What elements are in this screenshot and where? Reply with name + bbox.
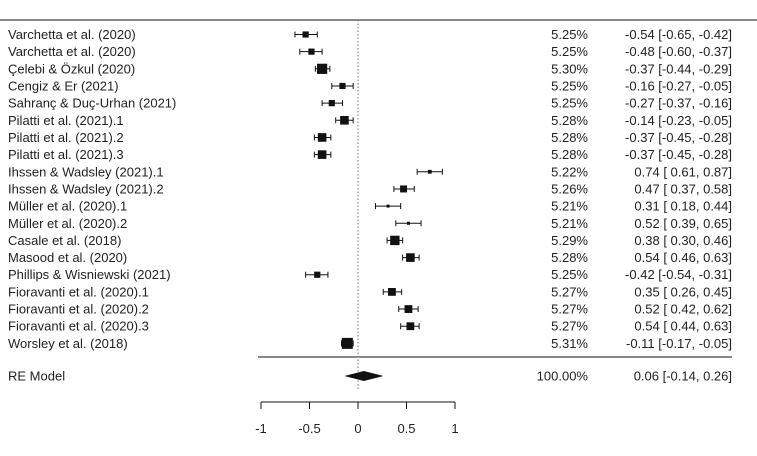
study-weight: 5.31% xyxy=(551,336,588,351)
study-label: Fioravanti et al. (2020).2 xyxy=(8,302,149,317)
point-estimate-square xyxy=(328,100,335,107)
x-tick-label: -1 xyxy=(255,421,267,436)
study-weight: 5.25% xyxy=(551,96,588,111)
study-weight: 5.25% xyxy=(551,78,588,93)
point-estimate-square xyxy=(308,48,315,55)
study-estimate-ci: 0.47 [ 0.37, 0.58] xyxy=(634,181,732,196)
study-label: Cengiz & Er (2021) xyxy=(8,78,119,93)
point-estimate-square xyxy=(427,169,432,174)
study-weight: 5.25% xyxy=(551,44,588,59)
point-estimate-square xyxy=(317,150,327,159)
study-estimate-ci: 0.52 [ 0.39, 0.65] xyxy=(634,216,732,231)
summary-weight: 100.00% xyxy=(537,369,589,384)
study-weight: 5.27% xyxy=(551,302,588,317)
study-label: Ihssen & Wadsley (2021).1 xyxy=(8,164,164,179)
study-label: Fioravanti et al. (2020).1 xyxy=(8,284,149,299)
study-estimate-ci: 0.54 [ 0.44, 0.63] xyxy=(634,319,732,334)
summary-label: RE Model xyxy=(8,369,65,384)
point-estimate-square xyxy=(388,288,396,296)
point-estimate-square xyxy=(340,116,349,125)
study-estimate-ci: -0.37 [-0.44, -0.29] xyxy=(625,61,732,76)
point-estimate-square xyxy=(317,63,328,74)
study-weight: 5.26% xyxy=(551,181,588,196)
study-estimate-ci: -0.48 [-0.60, -0.37] xyxy=(625,44,732,59)
study-estimate-ci: 0.74 [ 0.61, 0.87] xyxy=(634,164,732,179)
study-weight: 5.21% xyxy=(551,199,588,214)
study-estimate-ci: 0.31 [ 0.18, 0.44] xyxy=(634,199,732,214)
study-estimate-ci: -0.42 [-0.54, -0.31] xyxy=(625,267,732,282)
point-estimate-square xyxy=(386,204,390,208)
study-estimate-ci: -0.14 [-0.23, -0.05] xyxy=(625,113,732,128)
study-estimate-ci: -0.37 [-0.45, -0.28] xyxy=(625,130,732,145)
study-label: Fioravanti et al. (2020).3 xyxy=(8,319,149,334)
study-label: Worsley et al. (2018) xyxy=(8,336,128,351)
study-label: Casale et al. (2018) xyxy=(8,233,121,248)
study-estimate-ci: 0.38 [ 0.30, 0.46] xyxy=(634,233,732,248)
study-weight: 5.28% xyxy=(551,147,588,162)
x-tick-label: 0 xyxy=(354,421,361,436)
point-estimate-square xyxy=(404,305,413,313)
study-label: Sahranç & Duç-Urhan (2021) xyxy=(8,96,176,111)
summary-diamond xyxy=(344,371,384,381)
study-weight: 5.22% xyxy=(551,164,588,179)
study-label: Varchetta et al. (2020) xyxy=(8,44,136,59)
study-label: Pilatti et al. (2021).3 xyxy=(8,147,124,162)
study-label: Ihssen & Wadsley (2021).2 xyxy=(8,181,164,196)
study-label: Çelebi & Özkul (2020) xyxy=(8,61,135,76)
study-weight: 5.25% xyxy=(551,267,588,282)
study-label: Varchetta et al. (2020) xyxy=(8,27,136,42)
point-estimate-square xyxy=(317,133,327,142)
x-tick-label: 0.5 xyxy=(397,421,415,436)
study-estimate-ci: -0.37 [-0.45, -0.28] xyxy=(625,147,732,162)
study-weight: 5.21% xyxy=(551,216,588,231)
study-estimate-ci: 0.54 [ 0.46, 0.63] xyxy=(634,250,732,265)
study-estimate-ci: -0.27 [-0.37, -0.16] xyxy=(625,96,732,111)
study-weight: 5.29% xyxy=(551,233,588,248)
point-estimate-square xyxy=(314,271,321,278)
study-weight: 5.27% xyxy=(551,319,588,334)
study-weight: 5.27% xyxy=(551,284,588,299)
point-estimate-square xyxy=(390,235,400,246)
point-estimate-square xyxy=(406,221,410,225)
study-estimate-ci: -0.54 [-0.65, -0.42] xyxy=(625,27,732,42)
study-weight: 5.25% xyxy=(551,27,588,42)
x-tick-label: 1 xyxy=(451,421,458,436)
study-estimate-ci: -0.16 [-0.27, -0.05] xyxy=(625,78,732,93)
point-estimate-square xyxy=(339,82,346,90)
study-estimate-ci: 0.35 [ 0.26, 0.45] xyxy=(634,284,732,299)
study-weight: 5.30% xyxy=(551,61,588,76)
study-label: Pilatti et al. (2021).2 xyxy=(8,130,124,145)
point-estimate-square xyxy=(341,337,353,349)
study-label: Müller et al. (2020).2 xyxy=(8,216,127,231)
study-label: Pilatti et al. (2021).1 xyxy=(8,113,124,128)
x-tick-label: -0.5 xyxy=(298,421,320,436)
point-estimate-square xyxy=(406,322,415,331)
study-estimate-ci: 0.52 [ 0.42, 0.62] xyxy=(634,302,732,317)
study-estimate-ci: -0.11 [-0.17, -0.05] xyxy=(626,336,732,351)
study-weight: 5.28% xyxy=(551,130,588,145)
study-weight: 5.28% xyxy=(551,250,588,265)
study-weight: 5.28% xyxy=(551,113,588,128)
study-label: Müller et al. (2020).1 xyxy=(8,199,127,214)
study-label: Phillips & Wisniewski (2021) xyxy=(8,267,171,282)
point-estimate-square xyxy=(406,253,415,262)
point-estimate-square xyxy=(400,185,408,193)
study-label: Masood et al. (2020) xyxy=(8,250,127,265)
summary-estimate-ci: 0.06 [-0.14, 0.26] xyxy=(634,369,732,384)
point-estimate-square xyxy=(302,31,309,38)
